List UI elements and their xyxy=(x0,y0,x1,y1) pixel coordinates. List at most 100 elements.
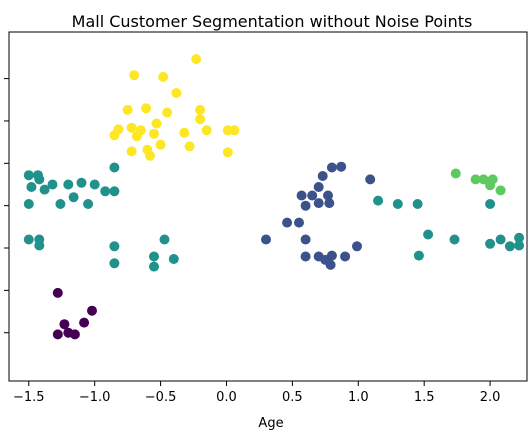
scatter-point-cluster-2-6 xyxy=(63,179,74,190)
scatter-point-cluster-4-7 xyxy=(195,104,206,115)
x-tick-label: 1.5 xyxy=(414,390,435,405)
scatter-point-cluster-1-19 xyxy=(336,161,347,172)
scatter-point-cluster-1-18 xyxy=(326,162,337,173)
scatter-point-cluster-1-10 xyxy=(352,241,362,252)
scatter-point-cluster-2-2 xyxy=(34,174,45,185)
scatter-point-cluster-1-0 xyxy=(261,234,271,245)
scatter-point-cluster-1-2 xyxy=(294,217,304,228)
x-tick-label: 2.0 xyxy=(480,390,501,405)
scatter-point-cluster-1-13 xyxy=(307,190,318,201)
x-axis-label: Age xyxy=(258,416,283,431)
scatter-point-cluster-2-19 xyxy=(109,241,120,252)
scatter-point-cluster-1-4 xyxy=(300,251,311,262)
scatter-point-cluster-2-33 xyxy=(485,238,496,249)
scatter-point-cluster-4-24 xyxy=(222,147,233,158)
scatter-point-cluster-1-14 xyxy=(313,182,324,192)
scatter-point-cluster-4-6 xyxy=(162,107,173,118)
scatter-point-cluster-2-29 xyxy=(413,250,424,261)
scatter-point-cluster-2-36 xyxy=(514,240,525,251)
scatter-point-cluster-3-4 xyxy=(485,180,496,191)
scatter-point-cluster-1-3 xyxy=(300,234,311,245)
scatter-point-cluster-2-5 xyxy=(47,179,58,190)
scatter-point-cluster-0-3 xyxy=(79,317,90,328)
y-ticks xyxy=(4,78,9,334)
scatter-point-cluster-2-27 xyxy=(412,199,423,209)
scatter-point-cluster-2-9 xyxy=(55,199,66,209)
scatter-point-cluster-4-17 xyxy=(155,139,166,150)
scatter-point-cluster-0-0 xyxy=(52,287,63,298)
scatter-point-cluster-4-2 xyxy=(158,71,169,82)
scatter-point-cluster-2-18 xyxy=(34,240,45,251)
scatter-point-cluster-3-1 xyxy=(470,174,481,185)
scatter-point-cluster-2-8 xyxy=(68,192,79,203)
scatter-point-cluster-2-32 xyxy=(495,234,506,245)
scatter-point-cluster-1-8 xyxy=(325,259,336,270)
scatter-point-cluster-4-19 xyxy=(179,127,190,138)
scatter-point-cluster-2-25 xyxy=(373,195,384,206)
scatter-point-cluster-2-22 xyxy=(149,261,159,272)
scatter-point-cluster-0-5 xyxy=(52,329,63,340)
scatter-point-cluster-3-5 xyxy=(495,185,506,196)
scatter-point-cluster-2-34 xyxy=(504,241,515,252)
scatter-point-cluster-4-15 xyxy=(126,146,137,157)
scatter-point-cluster-2-3 xyxy=(26,182,37,192)
scatter-point-cluster-4-1 xyxy=(129,70,140,81)
scatter-point-cluster-1-16 xyxy=(324,198,335,209)
scatter-point-cluster-2-15 xyxy=(83,199,94,209)
scatter-point-cluster-1-9 xyxy=(340,251,351,262)
scatter-point-cluster-1-17 xyxy=(317,171,328,181)
scatter-point-cluster-4-23 xyxy=(109,130,120,141)
scatter-point-cluster-2-23 xyxy=(159,234,170,245)
scatter-point-cluster-4-14 xyxy=(149,128,159,139)
scatter-point-cluster-3-2 xyxy=(478,174,489,185)
scatter-point-cluster-2-0 xyxy=(23,170,34,181)
scatter-point-cluster-4-13 xyxy=(131,131,142,142)
scatter-point-cluster-2-20 xyxy=(109,258,120,269)
x-tick-label: −0.5 xyxy=(145,390,177,405)
scatter-point-cluster-1-7 xyxy=(326,250,337,261)
scatter-point-cluster-2-16 xyxy=(23,234,34,245)
scatter-point-cluster-4-18 xyxy=(145,150,155,161)
scatter-point-cluster-2-10 xyxy=(89,179,100,190)
scatter-point-cluster-2-30 xyxy=(449,234,460,245)
scatter-point-cluster-3-0 xyxy=(450,168,461,179)
scatter-point-cluster-2-7 xyxy=(76,177,87,188)
x-tick-label: −1.5 xyxy=(13,390,45,405)
scatter-point-cluster-2-28 xyxy=(423,229,434,240)
scatter-point-cluster-2-14 xyxy=(23,199,34,209)
scatter-point-cluster-1-20 xyxy=(365,174,376,185)
x-tick-label: 1.0 xyxy=(348,390,369,405)
plot-frame xyxy=(8,31,528,382)
scatter-point-cluster-4-4 xyxy=(122,104,133,115)
scatter-point-cluster-1-21 xyxy=(313,198,324,209)
scatter-point-cluster-4-3 xyxy=(171,88,182,98)
scatter-point-cluster-1-15 xyxy=(323,190,333,201)
scatter-point-cluster-2-35 xyxy=(514,232,525,243)
points-layer xyxy=(23,54,525,340)
scatter-point-cluster-4-25 xyxy=(229,125,240,136)
scatter-point-cluster-0-6 xyxy=(69,329,80,340)
scatter-point-cluster-2-11 xyxy=(100,186,111,197)
x-tick-label: 0.0 xyxy=(216,390,237,405)
scatter-point-cluster-4-8 xyxy=(195,114,206,125)
scatter-point-cluster-0-1 xyxy=(87,305,97,316)
x-tick-label: −1.0 xyxy=(79,390,111,405)
scatter-point-cluster-4-5 xyxy=(141,103,152,114)
chart-title: Mall Customer Segmentation without Noise… xyxy=(72,12,473,31)
scatter-point-cluster-2-26 xyxy=(392,199,403,209)
scatter-point-cluster-2-13 xyxy=(109,162,120,173)
scatter-point-cluster-4-21 xyxy=(201,125,212,136)
scatter-point-cluster-0-2 xyxy=(59,319,70,330)
scatter-point-cluster-2-31 xyxy=(485,199,496,209)
scatter-point-cluster-2-12 xyxy=(109,186,120,197)
scatter-point-cluster-2-21 xyxy=(149,251,159,262)
scatter-point-cluster-4-10 xyxy=(126,122,137,133)
x-ticks: −1.5 −1.0 −0.5 0.0 0.5 1.0 1.5 2.0 xyxy=(13,381,500,405)
x-tick-label: 0.5 xyxy=(282,390,303,405)
scatter-point-cluster-1-11 xyxy=(300,200,311,211)
scatter-point-cluster-2-24 xyxy=(168,254,179,264)
scatter-point-cluster-2-4 xyxy=(39,184,50,195)
scatter-point-cluster-4-12 xyxy=(151,118,162,129)
scatter-point-cluster-1-1 xyxy=(282,217,293,228)
